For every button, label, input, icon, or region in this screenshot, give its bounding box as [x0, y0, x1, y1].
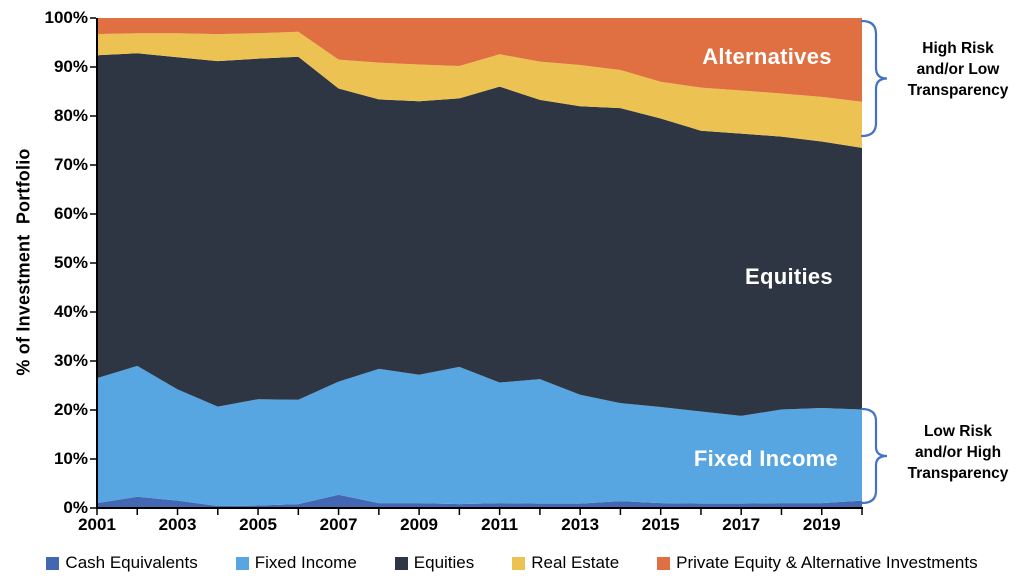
- x-tick-label: 2003: [158, 515, 197, 534]
- annotation-high-risk: High Risk and/or Low Transparency: [907, 40, 1009, 99]
- legend-swatch-private-equity-alternative-investments: [657, 556, 671, 570]
- x-tick-label: 2007: [319, 515, 358, 534]
- stacked-area-chart: [90, 17, 863, 515]
- legend-item-private-equity-alternative-investments: Private Equity & Alternative Investments: [657, 553, 978, 573]
- x-tick-label: 2017: [722, 515, 761, 534]
- legend-item-cash-equivalents: Cash Equivalents: [46, 553, 198, 573]
- legend-label-equities: Equities: [413, 553, 475, 572]
- y-tick-label: 60%: [53, 204, 88, 223]
- legend-swatch-cash-equivalents: [46, 556, 60, 570]
- area-series-private-equity-alternative-investments: [97, 18, 862, 102]
- legend-label-fixed-income: Fixed Income: [254, 553, 357, 572]
- y-tick-label: 10%: [53, 449, 88, 468]
- low-risk-brace: [860, 407, 888, 505]
- x-tick-label: 2005: [239, 515, 277, 534]
- area-label-alternatives: Alternatives: [702, 44, 832, 69]
- y-tick-label: 50%: [53, 253, 88, 272]
- legend-label-real-estate: Real Estate: [531, 553, 620, 572]
- chart-legend: Cash Equivalents Fixed Income Equities Real…: [0, 553, 1024, 573]
- high-risk-brace: [860, 19, 888, 138]
- y-tick-label: 70%: [53, 155, 88, 174]
- x-tick-label: 2013: [561, 515, 600, 534]
- y-tick-label: 30%: [53, 351, 88, 370]
- area-series-cash-equivalents: [97, 494, 862, 508]
- legend-swatch-equities: [394, 556, 408, 570]
- area-label-fixed-income: Fixed Income: [693, 446, 839, 471]
- y-tick-label: 20%: [53, 400, 88, 419]
- y-tick-label: 100%: [44, 8, 88, 27]
- x-tick-label: 2009: [400, 515, 438, 534]
- legend-label-cash-equivalents: Cash Equivalents: [65, 553, 198, 572]
- y-tick-label: 80%: [53, 106, 88, 125]
- x-tick-label: 2019: [802, 515, 841, 534]
- legend-swatch-fixed-income: [235, 556, 249, 570]
- legend-item-equities: Equities: [394, 553, 475, 573]
- legend-swatch-real-estate: [512, 556, 526, 570]
- area-series-equities: [97, 53, 862, 416]
- area-label-equities: Equities: [745, 264, 833, 289]
- legend-label-private-equity-alternative-investments: Private Equity & Alternative Investments: [676, 553, 978, 572]
- y-tick-label: 0%: [63, 498, 88, 517]
- legend-item-fixed-income: Fixed Income: [235, 553, 357, 573]
- y-tick-label: 40%: [53, 302, 88, 321]
- x-tick-label: 2015: [641, 515, 680, 534]
- legend-item-real-estate: Real Estate: [512, 553, 619, 573]
- annotation-low-risk: Low Risk and/or High Transparency: [907, 423, 1009, 482]
- area-series-real-estate: [97, 31, 862, 148]
- area-series-fixed-income: [97, 365, 862, 507]
- x-tick-label: 2011: [481, 515, 519, 534]
- x-tick-label: 2001: [78, 515, 116, 534]
- y-tick-label: 90%: [53, 57, 88, 76]
